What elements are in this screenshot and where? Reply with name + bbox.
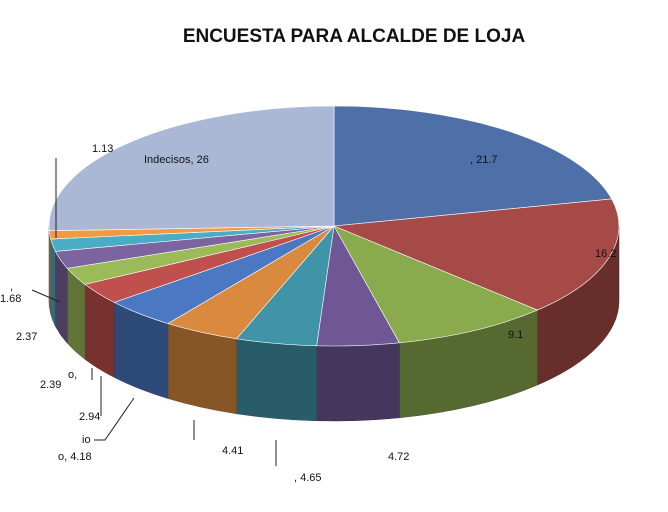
slice-label-12: Indecisos, 26: [144, 154, 209, 166]
slice-label-7: 2.94: [79, 411, 100, 423]
slice-label-6: o, 4.18: [58, 451, 92, 463]
slice-label-9: 2.37: [16, 331, 37, 343]
pie-slice-2: [333, 225, 539, 344]
slice-label-5: 4.41: [222, 445, 243, 457]
label-fragment-2: ,: [10, 281, 13, 293]
leader-line-1: [31, 289, 61, 303]
pie-side-10: [50, 239, 56, 327]
pie-side-3: [316, 342, 400, 422]
chart-title: ENCUESTA PARA ALCALDE DE LOJA: [182, 26, 526, 47]
slice-label-2: 9.1: [508, 329, 523, 341]
pie-slice-1: [333, 198, 620, 311]
slice-label-4: , 4.65: [294, 472, 322, 484]
pie-slice-12: [48, 105, 335, 232]
label-fragment-0: o,: [68, 369, 77, 381]
pie-slice-0: [333, 105, 613, 227]
slice-label-11: 1.13: [92, 143, 113, 155]
slice-label-1: 16.2: [595, 248, 616, 260]
slice-label-10: 1.68: [0, 293, 21, 305]
slice-label-8: 2.39: [40, 379, 61, 391]
slice-label-0: , 21.7: [470, 154, 498, 166]
slice-label-3: 4.72: [388, 451, 409, 463]
leader-line-4: [94, 397, 135, 441]
label-fragment-1: io: [82, 434, 91, 446]
pie-side-4: [236, 338, 317, 422]
